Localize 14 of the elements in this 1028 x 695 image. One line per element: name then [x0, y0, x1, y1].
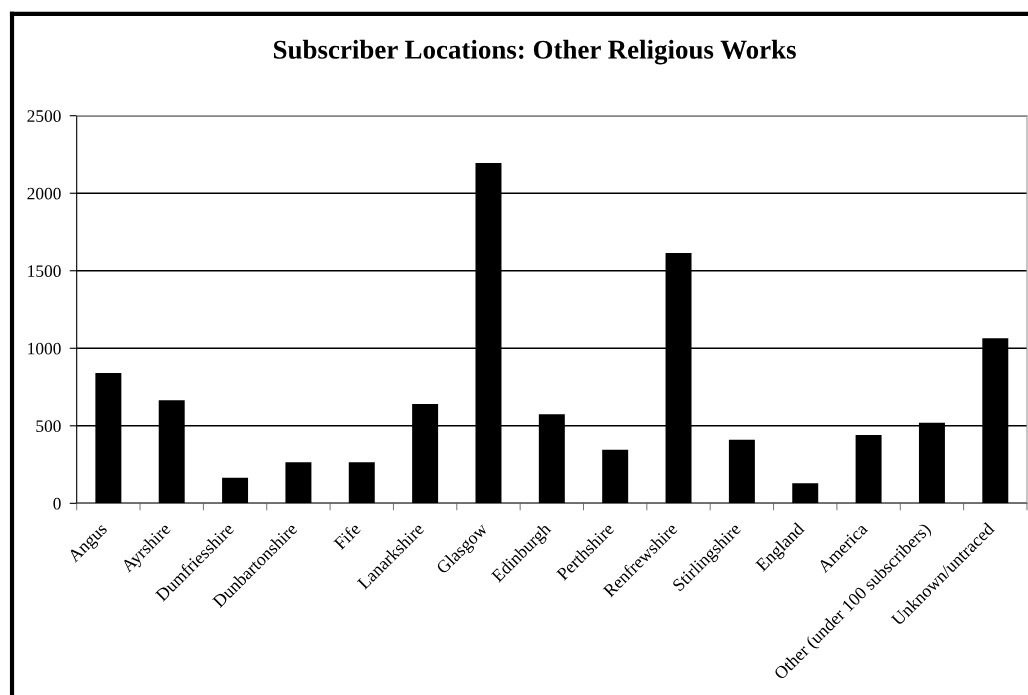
y-tick-label: 2500: [27, 110, 61, 122]
bar: [855, 435, 882, 504]
y-tick-label: 1000: [28, 342, 61, 355]
bar: [222, 477, 249, 504]
y-tick-label: 2000: [27, 187, 61, 200]
y-tick-label: 1500: [28, 265, 61, 277]
y-tick-label: 0: [53, 497, 61, 510]
bar: [602, 449, 629, 504]
bar: [792, 483, 819, 504]
bar: [728, 439, 755, 504]
y-tick-label: 500: [36, 420, 61, 432]
bar: [348, 462, 375, 504]
chart-title: Subscriber Locations: Other Religious Works: [273, 39, 796, 65]
bar: [285, 462, 312, 504]
